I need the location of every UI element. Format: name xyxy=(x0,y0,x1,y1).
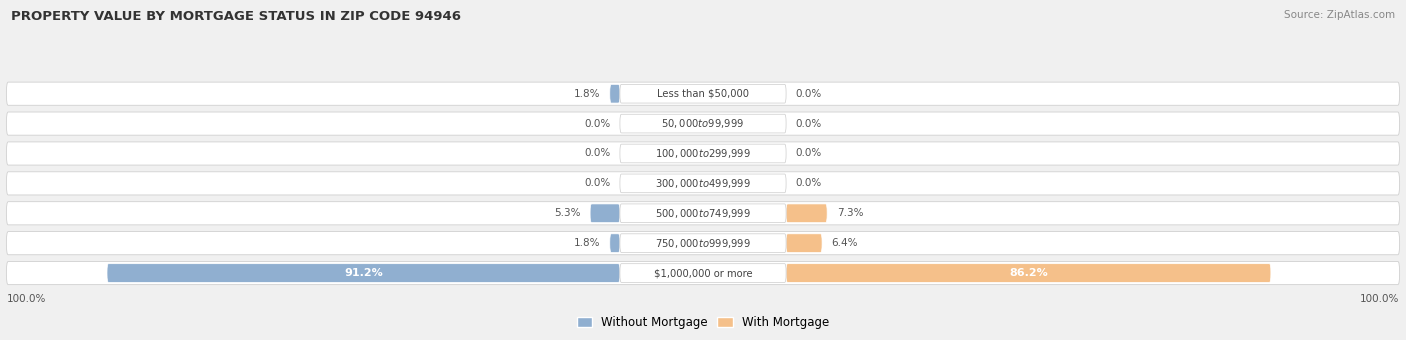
FancyBboxPatch shape xyxy=(7,172,1399,195)
Text: $300,000 to $499,999: $300,000 to $499,999 xyxy=(655,177,751,190)
FancyBboxPatch shape xyxy=(591,204,620,223)
Text: 0.0%: 0.0% xyxy=(796,119,823,129)
Text: 91.2%: 91.2% xyxy=(344,268,382,278)
Text: 0.0%: 0.0% xyxy=(796,149,823,158)
Text: 100.0%: 100.0% xyxy=(1360,294,1399,304)
Text: 0.0%: 0.0% xyxy=(583,149,610,158)
FancyBboxPatch shape xyxy=(786,264,1271,283)
Text: 1.8%: 1.8% xyxy=(574,238,600,248)
FancyBboxPatch shape xyxy=(7,142,1399,165)
Text: 100.0%: 100.0% xyxy=(7,294,46,304)
Text: Source: ZipAtlas.com: Source: ZipAtlas.com xyxy=(1284,10,1395,20)
FancyBboxPatch shape xyxy=(7,82,1399,105)
Text: 86.2%: 86.2% xyxy=(1010,268,1047,278)
FancyBboxPatch shape xyxy=(7,261,1399,285)
FancyBboxPatch shape xyxy=(620,144,786,163)
Text: PROPERTY VALUE BY MORTGAGE STATUS IN ZIP CODE 94946: PROPERTY VALUE BY MORTGAGE STATUS IN ZIP… xyxy=(11,10,461,23)
FancyBboxPatch shape xyxy=(620,114,786,133)
FancyBboxPatch shape xyxy=(786,234,823,253)
FancyBboxPatch shape xyxy=(7,112,1399,135)
FancyBboxPatch shape xyxy=(7,202,1399,225)
Text: 0.0%: 0.0% xyxy=(583,119,610,129)
Text: 7.3%: 7.3% xyxy=(837,208,863,218)
Text: 5.3%: 5.3% xyxy=(554,208,581,218)
FancyBboxPatch shape xyxy=(610,84,620,103)
FancyBboxPatch shape xyxy=(7,232,1399,255)
Text: $100,000 to $299,999: $100,000 to $299,999 xyxy=(655,147,751,160)
Text: 0.0%: 0.0% xyxy=(796,89,823,99)
FancyBboxPatch shape xyxy=(620,84,786,103)
Text: Less than $50,000: Less than $50,000 xyxy=(657,89,749,99)
FancyBboxPatch shape xyxy=(620,204,786,223)
FancyBboxPatch shape xyxy=(620,234,786,253)
Text: $1,000,000 or more: $1,000,000 or more xyxy=(654,268,752,278)
Text: 1.8%: 1.8% xyxy=(574,89,600,99)
Legend: Without Mortgage, With Mortgage: Without Mortgage, With Mortgage xyxy=(572,311,834,334)
Text: 0.0%: 0.0% xyxy=(583,178,610,188)
FancyBboxPatch shape xyxy=(620,264,786,283)
FancyBboxPatch shape xyxy=(610,234,620,253)
FancyBboxPatch shape xyxy=(620,174,786,193)
Text: 6.4%: 6.4% xyxy=(832,238,858,248)
Text: $500,000 to $749,999: $500,000 to $749,999 xyxy=(655,207,751,220)
FancyBboxPatch shape xyxy=(107,264,620,283)
Text: $50,000 to $99,999: $50,000 to $99,999 xyxy=(661,117,745,130)
Text: 0.0%: 0.0% xyxy=(796,178,823,188)
FancyBboxPatch shape xyxy=(786,204,827,223)
Text: $750,000 to $999,999: $750,000 to $999,999 xyxy=(655,237,751,250)
